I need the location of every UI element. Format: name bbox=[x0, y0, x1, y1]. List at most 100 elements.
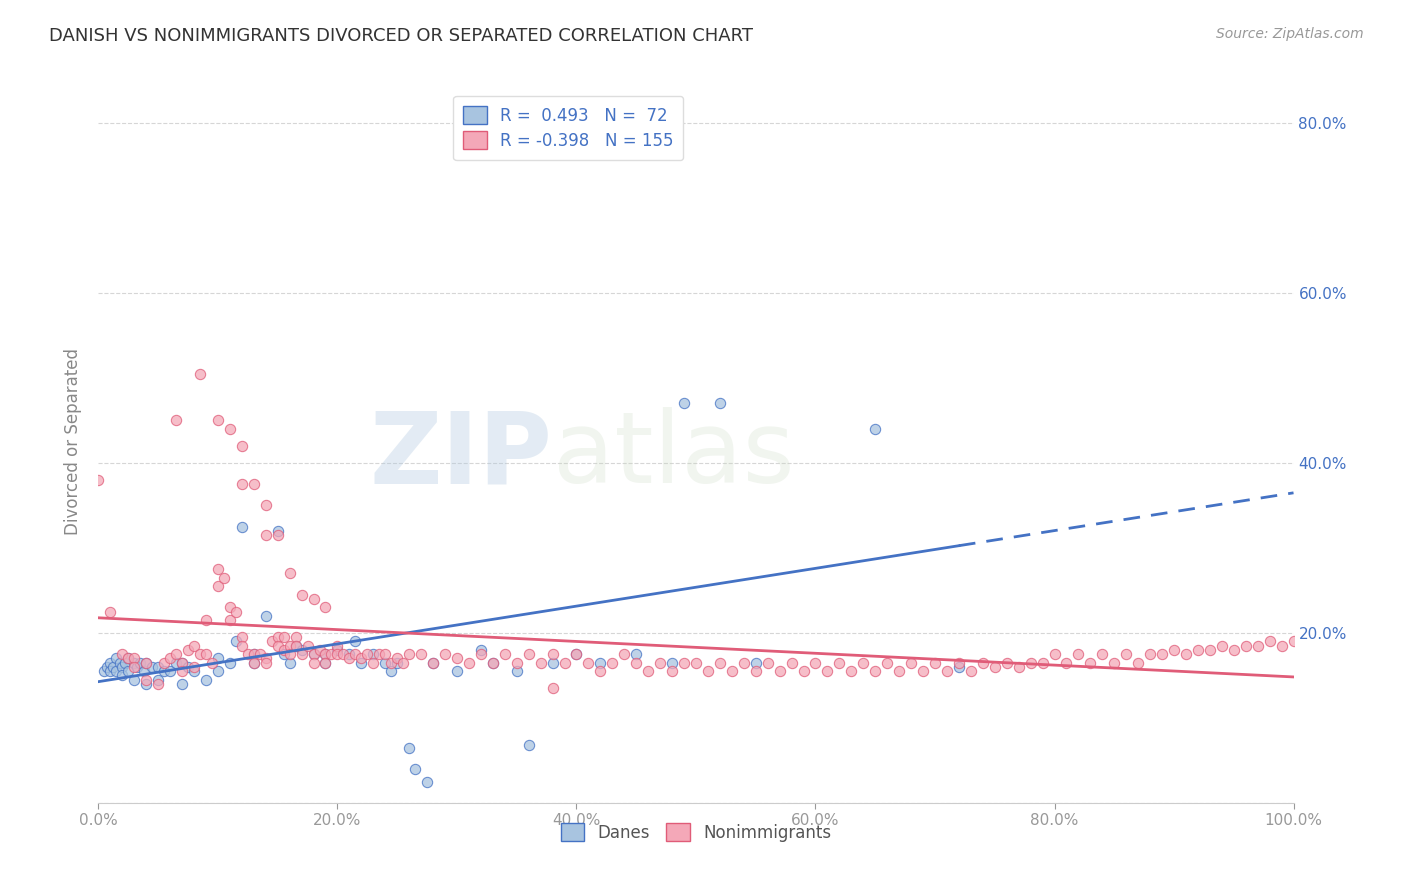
Point bbox=[291, 588, 314, 602]
Point bbox=[111, 660, 134, 674]
Point bbox=[326, 639, 349, 653]
Point bbox=[828, 656, 851, 670]
Point bbox=[321, 647, 343, 661]
Point bbox=[1152, 647, 1174, 661]
Point bbox=[326, 647, 349, 661]
Point bbox=[602, 656, 624, 670]
Point bbox=[243, 656, 266, 670]
Point bbox=[124, 660, 146, 674]
Point bbox=[207, 579, 229, 593]
Point bbox=[105, 651, 128, 665]
Point bbox=[446, 664, 468, 678]
Point bbox=[948, 660, 970, 674]
Point bbox=[267, 528, 290, 542]
Point bbox=[148, 677, 170, 691]
Point bbox=[385, 656, 409, 670]
Point bbox=[541, 656, 564, 670]
Point bbox=[177, 660, 200, 674]
Point bbox=[177, 642, 200, 657]
Point bbox=[243, 647, 266, 661]
Point bbox=[673, 656, 696, 670]
Point bbox=[297, 639, 319, 653]
Point bbox=[392, 656, 415, 670]
Point bbox=[278, 656, 301, 670]
Y-axis label: Divorced or Separated: Divorced or Separated bbox=[65, 348, 83, 535]
Point bbox=[148, 673, 170, 687]
Point bbox=[756, 656, 779, 670]
Point bbox=[541, 647, 564, 661]
Point bbox=[889, 664, 911, 678]
Point bbox=[768, 664, 790, 678]
Point bbox=[1080, 656, 1102, 670]
Point bbox=[96, 660, 118, 674]
Point bbox=[254, 498, 277, 512]
Point bbox=[1247, 639, 1270, 653]
Point bbox=[195, 613, 218, 627]
Point bbox=[865, 422, 887, 436]
Point bbox=[212, 570, 235, 584]
Point bbox=[416, 774, 439, 789]
Point bbox=[841, 664, 863, 678]
Point bbox=[350, 656, 373, 670]
Point bbox=[721, 664, 744, 678]
Point bbox=[183, 664, 205, 678]
Point bbox=[780, 656, 803, 670]
Point bbox=[411, 647, 433, 661]
Point bbox=[201, 656, 224, 670]
Point bbox=[398, 740, 420, 755]
Point bbox=[207, 651, 229, 665]
Point bbox=[385, 651, 409, 665]
Point bbox=[1187, 642, 1209, 657]
Point bbox=[422, 656, 444, 670]
Point bbox=[709, 656, 731, 670]
Point bbox=[1211, 639, 1233, 653]
Point bbox=[98, 664, 122, 678]
Point bbox=[995, 656, 1018, 670]
Point bbox=[344, 634, 367, 648]
Point bbox=[231, 439, 253, 453]
Point bbox=[267, 639, 290, 653]
Point bbox=[697, 664, 720, 678]
Point bbox=[98, 656, 122, 670]
Point bbox=[339, 651, 361, 665]
Point bbox=[243, 656, 266, 670]
Point bbox=[356, 647, 378, 661]
Point bbox=[661, 656, 683, 670]
Point bbox=[517, 647, 540, 661]
Point bbox=[804, 656, 827, 670]
Point bbox=[1199, 642, 1222, 657]
Point bbox=[114, 656, 136, 670]
Point bbox=[231, 519, 253, 533]
Point bbox=[219, 600, 242, 615]
Point bbox=[613, 647, 636, 661]
Point bbox=[648, 656, 672, 670]
Point bbox=[291, 642, 314, 657]
Point bbox=[1091, 647, 1114, 661]
Point bbox=[434, 647, 457, 661]
Point bbox=[589, 664, 612, 678]
Point bbox=[315, 656, 337, 670]
Point bbox=[1175, 647, 1198, 661]
Point bbox=[159, 664, 181, 678]
Point bbox=[315, 656, 337, 670]
Point bbox=[506, 656, 529, 670]
Point bbox=[165, 413, 187, 427]
Point bbox=[98, 605, 122, 619]
Point bbox=[936, 664, 959, 678]
Point bbox=[865, 664, 887, 678]
Point bbox=[315, 600, 337, 615]
Point bbox=[302, 591, 325, 606]
Point bbox=[685, 656, 707, 670]
Point bbox=[374, 656, 396, 670]
Point bbox=[165, 647, 187, 661]
Point bbox=[124, 651, 146, 665]
Point bbox=[278, 647, 301, 661]
Point bbox=[183, 660, 205, 674]
Point bbox=[87, 473, 110, 487]
Point bbox=[225, 634, 247, 648]
Point bbox=[363, 647, 385, 661]
Point bbox=[1043, 647, 1066, 661]
Point bbox=[188, 367, 211, 381]
Point bbox=[129, 656, 152, 670]
Point bbox=[188, 647, 211, 661]
